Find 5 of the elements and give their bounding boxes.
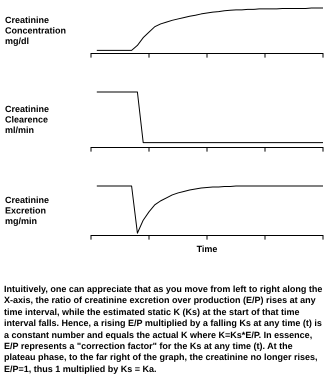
y-axis-title: Creatinine Excretion mg/min [5,194,50,226]
y-axis-title: Creatinine Clearence ml/min [5,104,50,135]
x-axis-title: Time [196,244,218,254]
y-axis-title: Creatinine Concentration mg/dl [5,14,66,46]
text: Intuitively, one can appreciate that as you move from left to right along the X-axis, the ratio of creatinine excretion over production (E/P) rises at any time interval, while the estimated static K (Ks) at the start of that time interval falls. Hence, a rising E/P multiplied by a falling Ks at any time (t) is a constant number and equals the actual K where K=Ks*E/P. In essence, E/P represents a "correction factor" for the Ks at any time (t). At the plateau phase, to the far right of the graph, the creatinine no longer rises, E/P=1, thus 1 multiplied by Ks = Ka. [3,283,324,376]
